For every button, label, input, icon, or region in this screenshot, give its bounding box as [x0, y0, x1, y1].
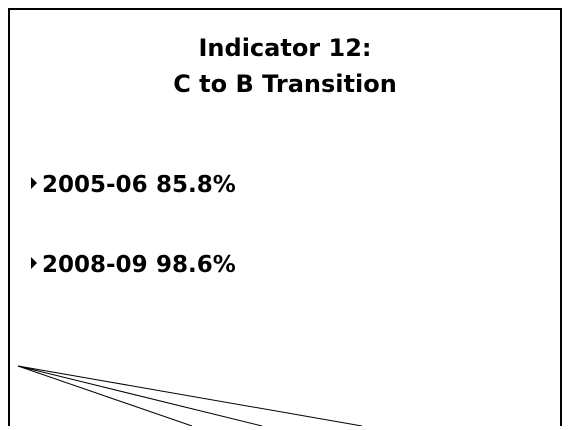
bullet-year: 2008-09	[42, 252, 148, 278]
title-line: Indicator 12:	[199, 34, 372, 62]
bullet-value: 85.8%	[156, 172, 236, 198]
bullet-marker	[31, 177, 37, 189]
decor-line	[17, 365, 363, 427]
bullet-value: 98.6%	[156, 252, 236, 278]
bullet-year: 2005-06	[42, 172, 148, 198]
bullet-marker	[31, 257, 37, 269]
decorative-lines	[17, 365, 363, 427]
decor-line	[17, 365, 263, 427]
decor-line	[17, 365, 193, 427]
title-line: C to B Transition	[173, 70, 397, 98]
slide-frame	[8, 8, 562, 426]
